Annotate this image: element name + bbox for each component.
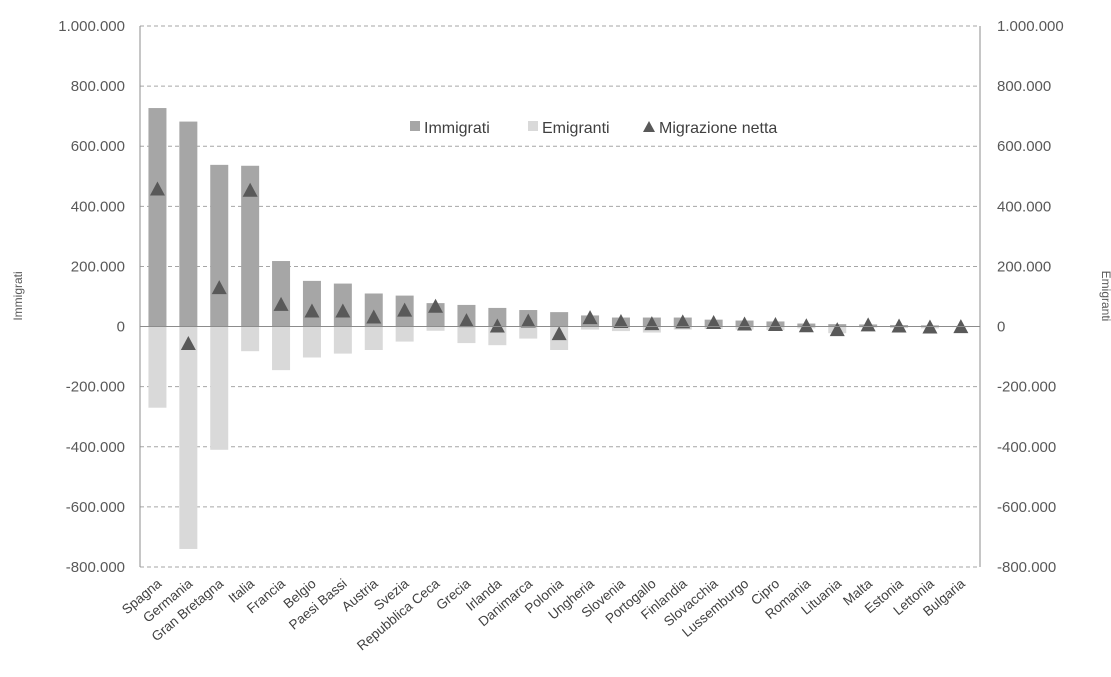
bar-emigranti [241,326,260,352]
y-right-tick-label: 0 [997,319,1005,336]
marker-migrazione-netta [860,317,876,332]
series-immigrati [148,108,970,327]
legend: Immigrati Emigranti Migrazione netta [410,120,777,137]
bar-immigrati [148,108,167,327]
bar-emigranti [611,326,630,332]
bar-emigranti [333,326,352,354]
marker-migrazione-netta [335,303,351,318]
bar-immigrati [488,307,507,327]
marker-migrazione-netta [366,309,382,324]
legend-swatch-immigrati [410,121,420,131]
marker-migrazione-netta [706,314,722,329]
y-right-tick-label: -400.000 [997,439,1056,456]
y-left-tick-label: -600.000 [66,499,125,516]
marker-migrazione-netta [304,303,320,318]
legend-label-immigrati: Immigrati [424,120,490,137]
marker-migrazione-netta [551,326,567,341]
right-tick-labels: -800.000 -600.000 -400.000 -200.000 0 200.000… [997,18,1064,576]
y-left-tick-label: 400.000 [71,198,125,215]
y-right-tick-label: 800.000 [997,78,1051,95]
bar-emigranti [364,326,383,350]
marker-migrazione-netta [520,313,536,328]
y-left-tick-label: -400.000 [66,439,125,456]
bar-emigranti [210,326,229,450]
marker-migrazione-netta [675,314,691,329]
legend-swatch-emigranti [528,121,538,131]
legend-label-emigranti: Emigranti [542,120,610,137]
y-left-tick-label: 0 [117,319,125,336]
bar-immigrati [179,121,198,327]
y-left-tick-label: 200.000 [71,258,125,275]
y-right-tick-label: 1.000.000 [997,18,1064,35]
y-right-tick-label: -800.000 [997,559,1056,576]
bar-emigranti [581,326,600,330]
bar-emigranti [426,326,445,331]
bar-emigranti [519,326,538,339]
y-left-tick-label: 600.000 [71,138,125,155]
marker-migrazione-netta [489,318,505,333]
bar-immigrati [241,165,260,327]
y-left-tick-label: -200.000 [66,379,125,396]
bar-emigranti [457,326,476,344]
marker-migrazione-netta [798,318,814,333]
marker-migrazione-netta [613,314,629,329]
marker-migrazione-netta [149,181,165,196]
marker-migrazione-netta [891,318,907,333]
bar-emigranti [179,326,198,549]
bar-emigranti [395,326,414,342]
bar-immigrati [550,312,569,327]
marker-migrazione-netta [829,322,845,337]
y-left-axis-title: Immigrati [11,271,25,320]
marker-migrazione-netta [211,280,227,295]
bar-immigrati [272,261,291,327]
y-right-tick-label: -200.000 [997,379,1056,396]
bar-immigrati [210,164,229,327]
x-tick-label: Austria [339,576,381,615]
y-right-tick-label: 600.000 [997,138,1051,155]
marker-migrazione-netta [767,317,783,332]
bar-emigranti [302,326,321,358]
marker-migrazione-netta [273,296,289,311]
bar-emigranti [148,326,167,408]
gridlines [140,25,980,568]
left-tick-labels: -800.000 -600.000 -400.000 -200.000 0 200.000… [58,18,125,576]
bar-emigranti [272,326,291,371]
marker-migrazione-netta [582,310,598,325]
y-left-tick-label: 1.000.000 [58,18,125,35]
marker-migrazione-netta [397,302,413,317]
marker-migrazione-netta [458,313,474,328]
y-right-tick-label: -600.000 [997,499,1056,516]
legend-label-migrazione-netta: Migrazione netta [659,120,777,137]
y-left-tick-label: 800.000 [71,78,125,95]
marker-migrazione-netta [242,182,258,197]
y-right-tick-label: 200.000 [997,258,1051,275]
legend-marker-migrazione-netta [643,121,655,132]
y-left-tick-label: -800.000 [66,559,125,576]
y-right-axis-title: Emigranti [1099,271,1111,322]
marker-migrazione-netta [428,298,444,313]
y-right-tick-label: 400.000 [997,198,1051,215]
series-emigranti [148,326,970,549]
marker-migrazione-netta [180,335,196,350]
